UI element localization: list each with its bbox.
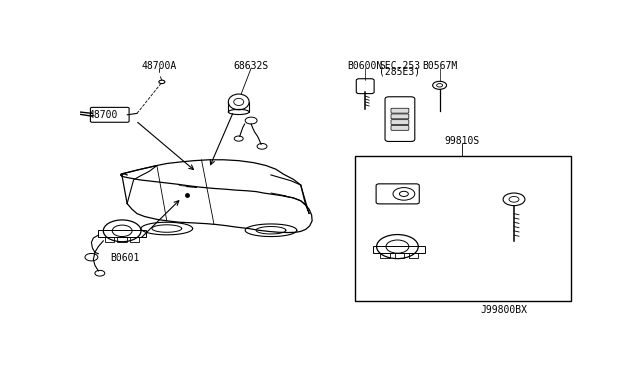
Text: 48700A: 48700A [141,61,177,71]
FancyBboxPatch shape [391,120,409,125]
Text: 99810S: 99810S [444,136,479,145]
Bar [372,246,425,253]
FancyBboxPatch shape [391,125,409,130]
Bar [380,253,390,258]
Bar [117,237,127,242]
Text: B0601: B0601 [110,253,140,263]
Text: (285E3): (285E3) [380,67,420,77]
Bar [99,230,146,237]
Bar [355,156,571,301]
Text: B0600N: B0600N [348,61,383,71]
Text: B0567M: B0567M [422,61,457,71]
Text: 48700: 48700 [89,110,118,120]
Bar [409,253,419,258]
Text: SEC.253: SEC.253 [380,61,420,71]
Bar [395,253,404,258]
Bar [130,237,139,242]
Text: 68632S: 68632S [234,61,269,71]
Text: J99800BX: J99800BX [481,305,527,315]
FancyBboxPatch shape [391,114,409,119]
Bar [105,237,114,242]
FancyBboxPatch shape [391,108,409,113]
